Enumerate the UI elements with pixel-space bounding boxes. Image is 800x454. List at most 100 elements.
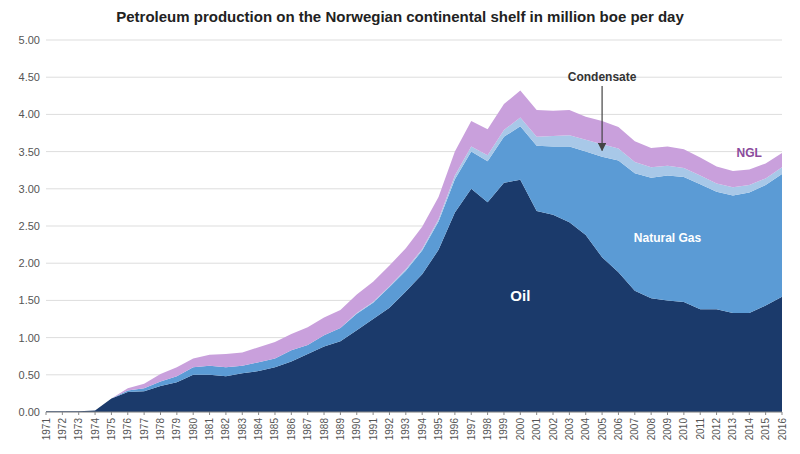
x-tick bbox=[520, 412, 521, 415]
x-tick-label: 2000 bbox=[515, 418, 526, 441]
x-tick-label: 2011 bbox=[695, 418, 706, 440]
areas bbox=[46, 91, 782, 412]
x-axis-line bbox=[46, 412, 782, 413]
x-tick-label: 1978 bbox=[155, 418, 166, 441]
y-tick-label: 5.00 bbox=[19, 34, 40, 46]
x-tick-label: 2009 bbox=[662, 418, 673, 441]
labels: Oil Natural Gas Condensate NGL bbox=[510, 70, 762, 304]
series-label: Condensate bbox=[568, 70, 637, 84]
x-tick-label: 1988 bbox=[319, 418, 330, 441]
y-tick-label: 3.50 bbox=[19, 146, 40, 158]
x-tick-label: 1998 bbox=[482, 418, 493, 441]
y-tick-label: 1.50 bbox=[19, 294, 40, 306]
series-label: NGL bbox=[737, 146, 762, 160]
x-tick-label: 1989 bbox=[335, 418, 346, 441]
x-tick bbox=[95, 412, 96, 415]
x-tick bbox=[553, 412, 554, 415]
x-tick bbox=[78, 412, 79, 415]
x-tick-label: 1993 bbox=[400, 418, 411, 441]
x-tick bbox=[373, 412, 374, 415]
x-tick-label: 2005 bbox=[597, 418, 608, 441]
x-tick bbox=[193, 412, 194, 415]
x-tick-label: 2010 bbox=[678, 418, 689, 441]
x-tick-label: 2008 bbox=[646, 418, 657, 441]
x-tick-label: 1974 bbox=[90, 418, 101, 441]
x-tick bbox=[667, 412, 668, 415]
x-tick bbox=[732, 412, 733, 415]
x-tick bbox=[471, 412, 472, 415]
x-tick-label: 1975 bbox=[106, 418, 117, 441]
x-tick bbox=[749, 412, 750, 415]
x-tick-label: 1987 bbox=[302, 418, 313, 441]
x-tick-label: 1999 bbox=[498, 418, 509, 441]
x-tick bbox=[242, 412, 243, 415]
x-tick-label: 1984 bbox=[253, 418, 264, 441]
x-tick-label: 2007 bbox=[629, 418, 640, 441]
x-tick-label: 2001 bbox=[531, 418, 542, 441]
x-tick-label: 1980 bbox=[188, 418, 199, 441]
x-tick bbox=[127, 412, 128, 415]
x-tick bbox=[634, 412, 635, 415]
x-tick-label: 2012 bbox=[711, 418, 722, 441]
area bbox=[46, 91, 782, 412]
x-tick bbox=[454, 412, 455, 415]
x-tick bbox=[569, 412, 570, 415]
x-tick-label: 1985 bbox=[269, 418, 280, 441]
x-tick bbox=[144, 412, 145, 415]
x-tick-label: 2002 bbox=[548, 418, 559, 441]
x-tick bbox=[307, 412, 308, 415]
x-tick-label: 2013 bbox=[727, 418, 738, 441]
x-tick bbox=[487, 412, 488, 415]
grid-line bbox=[46, 77, 782, 78]
grid-line bbox=[46, 114, 782, 115]
x-tick-label: 2015 bbox=[760, 418, 771, 441]
x-tick-label: 1971 bbox=[41, 418, 52, 441]
x-tick bbox=[291, 412, 292, 415]
x-tick bbox=[356, 412, 357, 415]
x-tick bbox=[62, 412, 63, 415]
y-tick-label: 1.00 bbox=[19, 332, 40, 344]
x-tick-label: 1997 bbox=[466, 418, 477, 441]
x-tick bbox=[422, 412, 423, 415]
title: Petroleum production on the Norwegian co… bbox=[116, 8, 684, 25]
series-label: Natural Gas bbox=[634, 231, 702, 245]
series-label: Oil bbox=[510, 287, 530, 304]
x-tick bbox=[209, 412, 210, 415]
x-tick-label: 1976 bbox=[122, 418, 133, 441]
y-tick-label: 3.00 bbox=[19, 183, 40, 195]
x-tick-label: 1981 bbox=[204, 418, 215, 441]
x-tick bbox=[46, 412, 47, 415]
x-tick-label: 2004 bbox=[580, 418, 591, 441]
x-tick-label: 2003 bbox=[564, 418, 575, 441]
grid-line bbox=[46, 40, 782, 41]
x-axis: 1971197219731974197519761977197819791980… bbox=[41, 412, 788, 440]
x-tick-label: 2006 bbox=[613, 418, 624, 441]
y-tick-label: 2.50 bbox=[19, 220, 40, 232]
x-tick bbox=[700, 412, 701, 415]
x-tick-label: 1994 bbox=[417, 418, 428, 441]
y-tick-label: 4.50 bbox=[19, 71, 40, 83]
x-tick bbox=[585, 412, 586, 415]
x-tick-label: 1983 bbox=[237, 418, 248, 441]
x-tick bbox=[389, 412, 390, 415]
x-tick bbox=[324, 412, 325, 415]
x-tick bbox=[503, 412, 504, 415]
annotation-arrow bbox=[601, 86, 602, 150]
x-tick bbox=[782, 412, 783, 415]
x-tick-label: 1990 bbox=[351, 418, 362, 441]
x-tick-label: 1977 bbox=[139, 418, 150, 441]
x-tick bbox=[765, 412, 766, 415]
x-tick bbox=[536, 412, 537, 415]
x-tick bbox=[111, 412, 112, 415]
x-tick bbox=[683, 412, 684, 415]
x-tick bbox=[438, 412, 439, 415]
x-tick-label: 1995 bbox=[433, 418, 444, 441]
x-tick bbox=[160, 412, 161, 415]
x-tick bbox=[340, 412, 341, 415]
x-tick-label: 1986 bbox=[286, 418, 297, 441]
x-tick-label: 2014 bbox=[744, 418, 755, 441]
x-tick bbox=[405, 412, 406, 415]
x-tick-label: 1992 bbox=[384, 418, 395, 441]
x-tick-label: 1979 bbox=[171, 418, 182, 441]
x-tick bbox=[602, 412, 603, 415]
